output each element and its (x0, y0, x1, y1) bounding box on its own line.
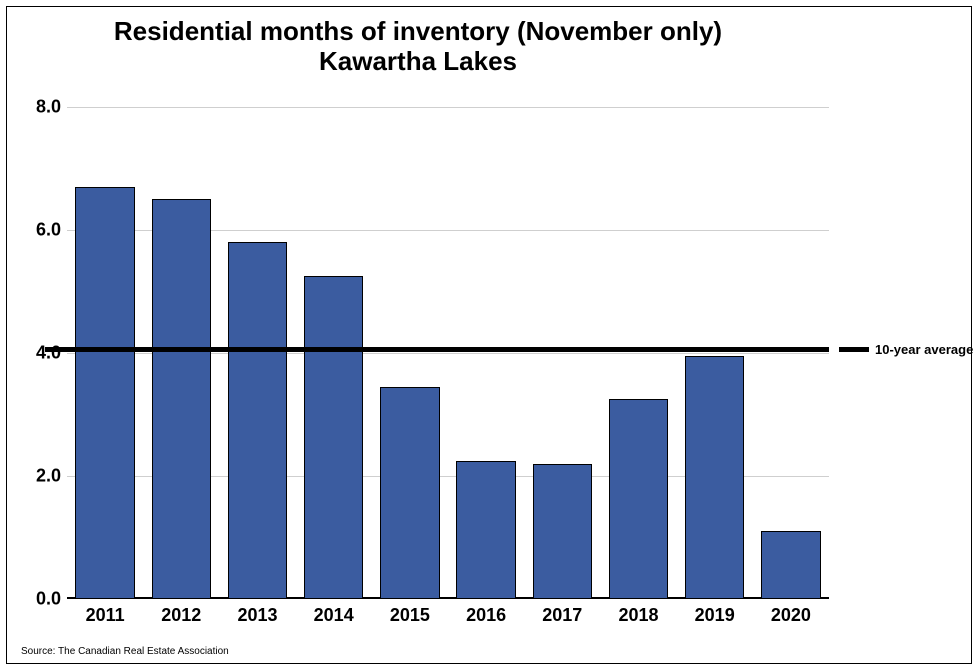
xtick-label: 2014 (296, 605, 372, 626)
bar (609, 399, 668, 599)
xtick-label: 2017 (524, 605, 600, 626)
xtick-label: 2015 (372, 605, 448, 626)
bar (456, 461, 515, 599)
legend-line-icon (839, 347, 869, 352)
ytick-label: 6.0 (17, 220, 61, 241)
plot-area: 0.02.04.06.08.02011201220132014201520162… (67, 107, 829, 599)
xtick-label: 2018 (600, 605, 676, 626)
legend: 10-year average (839, 342, 973, 357)
bar (380, 387, 439, 599)
xtick-label: 2013 (219, 605, 295, 626)
xtick-label: 2019 (677, 605, 753, 626)
title-line-1: Residential months of inventory (Novembe… (7, 17, 829, 47)
ytick-label: 2.0 (17, 466, 61, 487)
bar (685, 356, 744, 599)
ytick-label: 4.0 (17, 343, 61, 364)
xtick-label: 2020 (753, 605, 829, 626)
ytick-label: 8.0 (17, 97, 61, 118)
xtick-label: 2016 (448, 605, 524, 626)
gridline (67, 107, 829, 108)
bar (228, 242, 287, 599)
bar (75, 187, 134, 599)
chart-frame: Residential months of inventory (Novembe… (6, 6, 972, 664)
bar (152, 199, 211, 599)
bar (304, 276, 363, 599)
source-text: Source: The Canadian Real Estate Associa… (21, 646, 229, 657)
ytick-label: 0.0 (17, 589, 61, 610)
chart-title: Residential months of inventory (Novembe… (7, 17, 829, 77)
title-line-2: Kawartha Lakes (7, 47, 829, 77)
xtick-label: 2011 (67, 605, 143, 626)
bar (761, 531, 820, 599)
xtick-label: 2012 (143, 605, 219, 626)
average-line (45, 347, 829, 352)
bar (533, 464, 592, 599)
legend-label: 10-year average (875, 342, 973, 357)
